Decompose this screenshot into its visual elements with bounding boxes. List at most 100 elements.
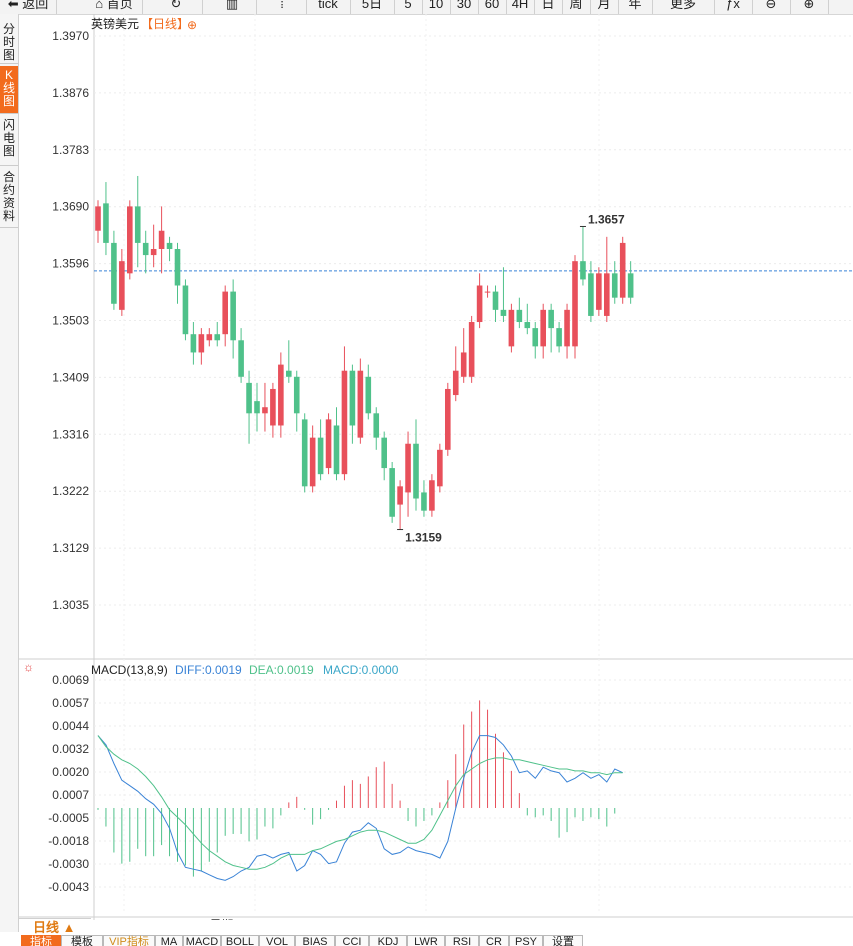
candle-body	[230, 291, 236, 341]
candle-body	[429, 480, 435, 511]
toolbar-button-15[interactable]: 年	[618, 0, 653, 14]
candle-body	[238, 340, 244, 377]
chart-type-sidebar: 分时图 K线图闪电图合约资料	[0, 14, 19, 932]
indicator-tab-14[interactable]: 设置	[543, 935, 583, 946]
candle-body	[476, 285, 483, 323]
indicator-tab-10[interactable]: LWR	[407, 935, 445, 946]
toolbar-button-4[interactable]: ⁞	[258, 0, 307, 14]
toolbar-button-6[interactable]: 5日	[350, 0, 395, 14]
candle-body	[301, 419, 308, 487]
indicator-tab-11[interactable]: RSI	[445, 935, 479, 946]
price-axis-label: 1.3783	[52, 143, 89, 157]
indicator-tab-13[interactable]: PSY	[509, 935, 543, 946]
toolbar-button-17[interactable]: ƒx	[714, 0, 753, 14]
toolbar-label: 周	[569, 0, 583, 11]
toolbar-label: 日	[541, 0, 555, 11]
macd-settings-icon: ☼	[23, 660, 34, 674]
indicator-tab-8[interactable]: CCI	[335, 935, 369, 946]
macd-title: MACD(13,8,9)	[91, 663, 168, 677]
toolbar-button-10[interactable]: 60	[478, 0, 507, 14]
candle-body	[421, 492, 427, 511]
candle-body	[293, 376, 300, 414]
toolbar-button-5[interactable]: tick	[306, 0, 351, 14]
indicator-tab-0[interactable]: 指标	[21, 935, 61, 946]
indicator-tab-2[interactable]: VIP指标	[103, 935, 155, 946]
candle-body	[262, 407, 268, 414]
candle-body	[278, 364, 284, 426]
candle-body	[516, 309, 523, 323]
candle-body	[627, 273, 634, 298]
candle-body	[572, 261, 578, 347]
chart-symbol: 英镑美元	[91, 16, 139, 31]
toolbar-label: 5日	[361, 0, 383, 11]
toolbar-label: 5	[404, 0, 412, 11]
toolbar-button-1[interactable]: ⌂ 首页	[86, 0, 143, 14]
candle-body	[222, 291, 228, 335]
candle-body	[190, 334, 197, 353]
toolbar-label: 30	[456, 0, 472, 11]
sidebar-tab-3[interactable]: 合约资料	[0, 168, 18, 228]
toolbar-icon-17: ƒx	[726, 0, 740, 11]
candle-body	[492, 291, 499, 310]
candle-body	[500, 309, 507, 316]
macd-dea-line	[97, 735, 623, 870]
indicator-tab-6[interactable]: VOL	[259, 935, 295, 946]
price-axis-label: 1.3035	[52, 598, 89, 612]
date-axis-label: 2026/04	[426, 918, 470, 920]
period-selector[interactable]: 日线 ▲	[19, 918, 91, 935]
indicator-tab-1[interactable]: 模板	[61, 935, 103, 946]
toolbar-button-8[interactable]: 10	[422, 0, 451, 14]
chart-svg[interactable]: 1.3970 1.3876 1.3783 1.3690 1.3596 1.3503 1.34…	[19, 14, 853, 932]
toolbar-button-18[interactable]: ⊖	[752, 0, 791, 14]
indicator-tabs: 指标 模板 VIP指标 MA MACD BOLL VOL BIAS CCI KDJ LWR RSI CR…	[19, 935, 853, 946]
candle-body	[142, 242, 149, 256]
macd-axis-label: 0.0020	[52, 765, 89, 779]
macd-axis-label: 0.0069	[52, 673, 89, 687]
toolbar-button-3[interactable]: ▥	[208, 0, 257, 14]
indicator-tab-4[interactable]: MACD	[183, 935, 221, 946]
crosshair-date-label: 2026/02/11 星期三	[147, 918, 246, 920]
candle-body	[103, 203, 109, 243]
candle-body	[254, 401, 260, 414]
date-axis-label: 026/03	[257, 918, 294, 920]
sidebar-tab-2[interactable]: 闪电图	[0, 116, 18, 166]
sidebar-tab-1[interactable]: K线图	[0, 66, 18, 114]
indicator-tab-9[interactable]: KDJ	[369, 935, 407, 946]
candle-body	[373, 413, 380, 438]
macd-dea-label: DEA:0.0019	[249, 663, 314, 677]
indicator-tab-3[interactable]: MA	[155, 935, 183, 946]
indicator-tab-12[interactable]: CR	[479, 935, 509, 946]
candle-body	[405, 443, 411, 493]
toolbar-button-16[interactable]: 更多	[652, 0, 715, 14]
candle-body	[397, 486, 403, 505]
candle-body	[270, 388, 276, 426]
toolbar-icon-18: ⊖	[765, 0, 777, 11]
candle-body	[166, 242, 173, 249]
candle-body	[452, 370, 459, 396]
toolbar-icon-19: ⊕	[803, 0, 815, 11]
candle-body	[206, 334, 213, 341]
toolbar-button-0[interactable]: ⬅ 返回	[0, 0, 57, 14]
indicator-tab-5[interactable]: BOLL	[221, 935, 259, 946]
candle-body	[182, 285, 189, 335]
toolbar-button-13[interactable]: 周	[562, 0, 591, 14]
toolbar-label: 年	[628, 0, 642, 11]
toolbar-button-7[interactable]: 5	[394, 0, 423, 14]
candle-body	[111, 242, 117, 304]
chart-area[interactable]: 1.3970 1.3876 1.3783 1.3690 1.3596 1.3503 1.34…	[19, 14, 853, 932]
price-axis-label: 1.3129	[52, 541, 89, 555]
toolbar-icon-1: ⌂	[95, 0, 107, 11]
toolbar-button-9[interactable]: 30	[450, 0, 479, 14]
toolbar-button-19[interactable]: ⊕	[790, 0, 829, 14]
candle-body	[333, 425, 340, 475]
macd-axis-label: 0.0007	[52, 788, 89, 802]
high-price-label: 1.3657	[588, 212, 625, 226]
toolbar-button-11[interactable]: 4H	[506, 0, 535, 14]
candle-body	[445, 388, 451, 450]
sidebar-tab-0[interactable]: 分时图	[0, 20, 18, 64]
toolbar-button-2[interactable]: ↻	[150, 0, 203, 14]
toolbar-label: 返回	[22, 0, 49, 11]
toolbar-button-14[interactable]: 月	[590, 0, 619, 14]
indicator-tab-7[interactable]: BIAS	[295, 935, 335, 946]
toolbar-button-12[interactable]: 日	[534, 0, 563, 14]
